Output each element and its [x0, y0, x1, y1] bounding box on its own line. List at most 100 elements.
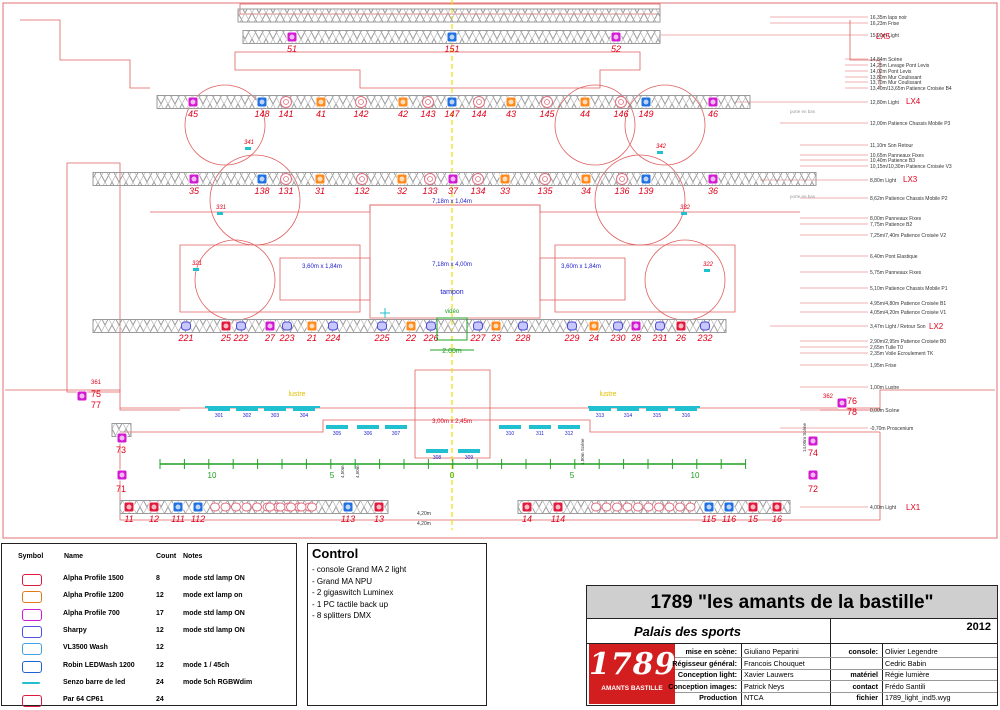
profile-1500-icon — [22, 574, 42, 586]
logo-subtext: AMANTS BASTILLE — [601, 685, 663, 692]
ledbar-number: 311 — [536, 431, 544, 437]
par64-fixture — [241, 502, 252, 512]
fixture-lx3-lens — [450, 176, 456, 182]
building-outline — [5, 389, 180, 411]
legend-name: Alpha Profile 1500 — [63, 575, 124, 582]
fixture-lx2 — [518, 321, 528, 331]
fixture-number: 22 — [405, 333, 416, 343]
fixture-lx5-lens — [613, 34, 619, 40]
fixture-number: 15 — [748, 514, 759, 524]
ledbar-fixture — [589, 407, 611, 411]
tampon-label: tampon — [440, 289, 463, 296]
fixture-lx2 — [236, 321, 246, 331]
ledwash-icon — [22, 660, 42, 673]
legend-header-symbol: Symbol — [18, 553, 44, 560]
scale-label: 0 — [450, 471, 455, 480]
divider — [830, 618, 831, 706]
fixture-lx2 — [181, 321, 191, 331]
fixture-lx3 — [472, 173, 484, 185]
vertical-note: 14,00m Scène — [802, 422, 807, 452]
height-label: 12,00m Patience Chassis Mobile P3 — [870, 121, 951, 127]
fixture-number: 42 — [398, 109, 408, 119]
hazer-number: 341 — [244, 140, 254, 146]
fixture-side-lens — [810, 472, 816, 478]
credit-label: Production — [699, 693, 737, 702]
legend-count: 12 — [156, 626, 164, 634]
credit-value: 1789_light_ind5.wyg — [885, 693, 951, 702]
building-outline — [414, 369, 491, 459]
fixture-number: 134 — [470, 186, 485, 196]
hazer-unit — [657, 151, 663, 154]
fixture-number: 138 — [254, 186, 269, 196]
fixture-lx4-lens — [544, 99, 550, 105]
screen-dimension: 3,60m x 1,84m — [561, 264, 601, 270]
dimension-label: 2.00m — [442, 348, 462, 355]
fixture-lx2-lens — [678, 323, 684, 329]
building-outline — [120, 419, 880, 433]
par64-fixture — [633, 502, 643, 512]
stage-circle — [184, 84, 266, 166]
row-divider — [675, 691, 997, 693]
fixture-number: 51 — [287, 44, 297, 54]
credit-value: Régie lumière — [885, 670, 930, 679]
fixture-lx1-left-lens — [175, 504, 181, 510]
stage-circle — [554, 84, 636, 166]
legend-notes: mode ext lamp on — [183, 592, 243, 600]
fixture-lx3-lens — [502, 176, 508, 182]
fixture-lx2-lens — [493, 323, 499, 329]
fixture-lx3-lens — [583, 176, 589, 182]
par64-fixture — [612, 502, 622, 512]
height-label: 16,35m laps noir — [870, 15, 907, 21]
stage-circle — [624, 84, 706, 166]
fixture-number: 223 — [278, 333, 294, 343]
legend-header-notes: Notes — [183, 553, 203, 560]
ledbar-fixture — [326, 425, 348, 429]
height-label: 8,62m Patience Chassis Mobile P2 — [870, 196, 948, 202]
fixture-number: 113 — [341, 514, 355, 524]
legend-row: Par 64 CP61 24 — [2, 692, 296, 709]
fixture-lx4-lens — [358, 99, 364, 105]
par64-fixture — [296, 502, 307, 512]
fixture-lx2-lens — [408, 323, 414, 329]
fixture-number: 146 — [613, 109, 628, 119]
fixture-number: 151 — [444, 44, 459, 54]
hazer-number: 332 — [680, 205, 691, 211]
legend-row: Alpha Profile 700 17 mode std lamp ON — [2, 606, 296, 623]
fixture-number: 229 — [563, 333, 579, 343]
fixture-number: 37 — [448, 186, 459, 196]
note-label: porte en bas — [790, 109, 816, 114]
stage-circle — [209, 154, 301, 246]
fixture-lx3-lens — [710, 176, 716, 182]
truss-label-lx4: LX4 — [906, 97, 921, 106]
par64-fixture — [265, 502, 275, 512]
fixture-lx2-lens — [309, 323, 315, 329]
divider — [882, 644, 883, 706]
fixture-number: 73 — [116, 445, 126, 455]
fixture-lx2 — [426, 321, 436, 331]
credit-value: Giuliano Peparini — [744, 647, 799, 656]
fixture-number: 33 — [500, 186, 510, 196]
fixture-lx1-left-lens — [151, 504, 157, 510]
drawing-frame — [2, 2, 998, 539]
logo-text: 1789 — [589, 647, 677, 682]
sharpy-icon — [22, 625, 42, 638]
show-title: 1789 "les amants de la bastille" — [587, 586, 997, 619]
fixture-number: 136 — [614, 186, 629, 196]
scale-label: 5 — [330, 471, 335, 480]
height-note: 4,20m — [417, 511, 431, 517]
building-outline — [554, 244, 736, 313]
par64-fixture — [664, 502, 675, 512]
fixture-lx2 — [655, 321, 665, 331]
fixture-lx2-lens — [591, 323, 597, 329]
height-label: 4,00m Light — [870, 505, 897, 511]
building-outline — [66, 162, 121, 393]
ledbar-fixture — [385, 425, 407, 429]
fixture-number: 133 — [422, 186, 437, 196]
fixture-number: 28 — [630, 333, 641, 343]
height-label: 16,23m Frise — [870, 21, 899, 27]
row-divider — [675, 657, 997, 658]
control-list: - console Grand MA 2 light - Grand MA NP… — [312, 564, 406, 622]
legend-count: 24 — [156, 696, 164, 704]
ledbar-number: 316 — [682, 413, 691, 419]
credit-label: Conception light: — [677, 670, 737, 679]
